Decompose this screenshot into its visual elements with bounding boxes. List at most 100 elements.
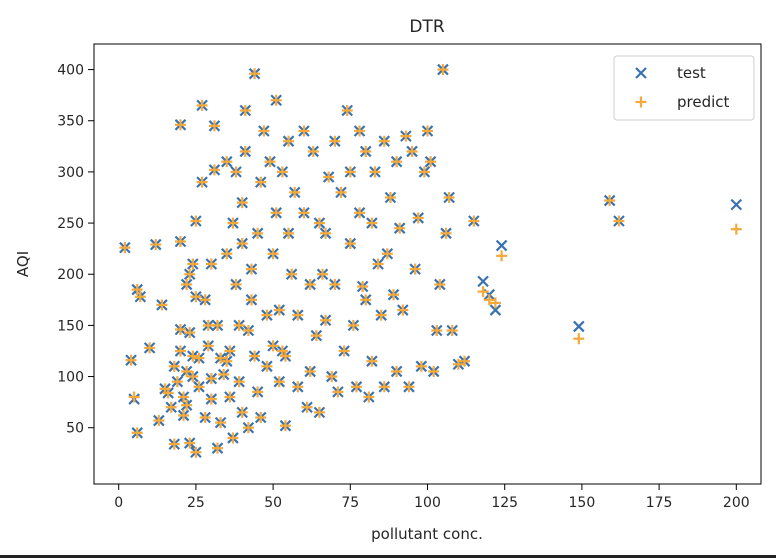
data-point-predict	[134, 291, 146, 303]
data-point-predict	[190, 215, 202, 227]
data-point-predict	[604, 195, 616, 207]
data-point-predict	[131, 284, 143, 296]
data-point-predict	[153, 415, 165, 427]
data-point-predict	[496, 250, 508, 262]
data-point-predict	[242, 422, 254, 434]
data-point-predict	[249, 350, 261, 362]
data-point-predict	[212, 442, 224, 454]
x-tick-label: 100	[414, 495, 441, 511]
data-point-predict	[196, 176, 208, 188]
x-tick-label: 25	[187, 495, 205, 511]
data-point-predict	[230, 278, 242, 290]
data-point-predict	[236, 238, 248, 250]
data-point-predict	[329, 135, 341, 147]
data-point-predict	[215, 417, 227, 429]
data-point-predict	[320, 227, 332, 239]
legend-label-test: test	[677, 64, 706, 82]
data-point-predict	[245, 294, 257, 306]
data-point-predict	[366, 355, 378, 367]
data-point-test	[495, 239, 508, 252]
data-point-predict	[212, 319, 224, 331]
data-point-predict	[196, 99, 208, 111]
data-point-predict	[221, 248, 233, 260]
data-point-test	[489, 304, 502, 316]
data-point-predict	[249, 68, 261, 80]
data-point-predict	[252, 227, 264, 239]
data-point-predict	[613, 215, 625, 227]
data-point-predict	[304, 278, 316, 290]
data-point-predict	[286, 268, 298, 280]
data-point-predict	[233, 319, 245, 331]
data-point-predict	[304, 365, 316, 377]
data-point-predict	[128, 391, 140, 403]
data-point-predict	[233, 376, 245, 388]
data-point-predict	[422, 125, 433, 137]
data-point-predict	[307, 145, 319, 157]
data-point-predict	[208, 164, 220, 176]
data-point-predict	[573, 333, 585, 345]
data-point-predict	[477, 286, 489, 298]
x-tick-label: 150	[569, 495, 596, 511]
data-point-predict	[329, 278, 341, 290]
bottom-rule	[0, 555, 776, 558]
data-point-predict	[483, 294, 495, 306]
y-tick-label: 200	[57, 267, 84, 283]
data-point-predict	[162, 387, 174, 399]
data-point-predict	[363, 391, 375, 403]
data-point-predict	[221, 156, 233, 168]
data-point-predict	[187, 371, 199, 383]
data-point-predict	[415, 360, 427, 372]
data-point-predict	[468, 215, 480, 227]
data-point-predict	[489, 297, 501, 309]
data-point-predict	[326, 371, 338, 383]
data-point-predict	[459, 355, 471, 367]
data-point-predict	[261, 309, 273, 321]
data-point-predict	[224, 345, 236, 357]
data-point-predict	[452, 358, 464, 370]
data-point-predict	[440, 227, 452, 239]
data-point-predict	[418, 166, 430, 178]
x-tick-label: 175	[646, 495, 673, 511]
data-point-predict	[397, 304, 409, 316]
data-point-predict	[292, 381, 304, 393]
data-point-predict	[181, 365, 193, 377]
data-point-predict	[388, 289, 400, 301]
data-point-predict	[236, 197, 248, 209]
y-tick-label: 300	[57, 165, 84, 181]
data-point-predict	[366, 217, 378, 229]
data-point-predict	[221, 355, 233, 367]
data-point-predict	[341, 105, 353, 117]
data-point-predict	[313, 406, 325, 418]
data-point-predict	[338, 345, 350, 357]
data-point-predict	[267, 340, 279, 352]
data-point-predict	[292, 309, 304, 321]
legend-marker-test	[635, 67, 647, 79]
data-point-predict	[193, 381, 205, 393]
data-point-predict	[344, 166, 356, 178]
data-point-predict	[289, 186, 301, 198]
data-point-predict	[125, 354, 137, 366]
data-point-predict	[301, 401, 313, 413]
data-point-predict	[400, 130, 412, 142]
data-point-test	[730, 198, 743, 211]
data-point-predict	[384, 191, 396, 203]
data-point-predict	[354, 207, 366, 219]
data-point-predict	[184, 327, 196, 339]
data-point-predict	[258, 125, 270, 137]
data-point-predict	[187, 350, 199, 362]
data-point-predict	[332, 386, 344, 398]
data-point-predict	[208, 120, 220, 132]
data-point-predict	[406, 145, 418, 157]
data-point-predict	[317, 268, 329, 280]
y-axis-label: AQI	[14, 251, 32, 277]
data-point-predict	[360, 294, 372, 306]
legend-marker-predict	[635, 96, 647, 108]
data-point-predict	[335, 186, 347, 198]
data-point-predict	[264, 156, 276, 168]
data-point-predict	[174, 345, 186, 357]
data-point-predict	[375, 309, 387, 321]
data-point-predict	[267, 248, 279, 260]
data-point-predict	[202, 340, 214, 352]
data-point-predict	[313, 217, 325, 229]
